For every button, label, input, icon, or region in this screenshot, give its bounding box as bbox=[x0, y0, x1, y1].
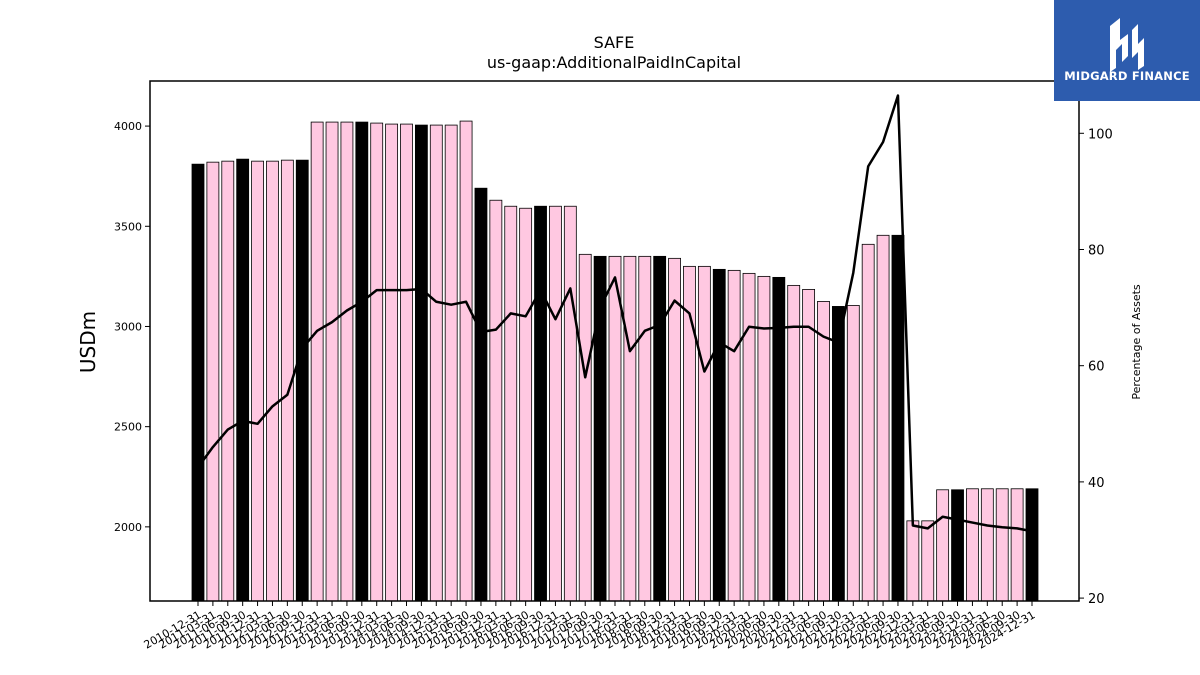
bar-2013-09-30 bbox=[355, 121, 369, 602]
bar-2017-12-31 bbox=[608, 255, 622, 602]
bar-2023-03-31 bbox=[921, 520, 935, 602]
bar-2018-06-30 bbox=[638, 255, 652, 602]
bar-2022-06-30 bbox=[876, 234, 890, 602]
bar-2019-09-30 bbox=[712, 268, 726, 602]
bar-2016-06-30 bbox=[519, 207, 533, 602]
bar-2011-03-31 bbox=[206, 161, 220, 602]
bar-2022-12-31 bbox=[906, 520, 920, 602]
logo-text: MIDGARD FINANCE bbox=[1064, 69, 1190, 83]
bar-2024-12-31 bbox=[1025, 488, 1039, 602]
logo-mark-icon bbox=[1110, 18, 1144, 72]
bar-2016-03-31 bbox=[504, 205, 518, 602]
bar-2021-06-30 bbox=[817, 301, 830, 602]
bar-2024-09-30 bbox=[1010, 488, 1024, 602]
bar-group bbox=[191, 120, 1039, 602]
bar-2020-06-30 bbox=[757, 275, 771, 602]
bar-2021-09-30 bbox=[831, 306, 845, 602]
bar-2015-12-31 bbox=[489, 199, 503, 602]
bar-2018-09-30 bbox=[653, 255, 667, 602]
y-right-tick-label: 80 bbox=[1088, 243, 1105, 258]
y-tick-label: 3000 bbox=[114, 320, 142, 333]
bar-2017-03-31 bbox=[563, 205, 577, 602]
bar-2023-12-31 bbox=[966, 488, 979, 602]
chart-title: SAFE bbox=[594, 33, 635, 52]
bar-2015-03-31 bbox=[444, 124, 458, 602]
bar-2024-03-31 bbox=[980, 488, 994, 602]
y-axis-right-label: Percentage of Assets bbox=[1130, 284, 1143, 400]
y-right-tick-label: 40 bbox=[1088, 476, 1105, 491]
y-right-tick-label: 20 bbox=[1088, 592, 1105, 607]
x-axis: 2010-12-312011-03-312011-06-302011-09-30… bbox=[142, 601, 1038, 652]
bar-2011-06-30 bbox=[221, 160, 235, 602]
bar-2022-09-30 bbox=[891, 234, 905, 602]
y-axis-right: 20 40 60 80 100 bbox=[1079, 127, 1113, 607]
y-tick-label: 4000 bbox=[114, 120, 142, 133]
bar-2016-12-31 bbox=[549, 205, 562, 602]
bar-2023-09-30 bbox=[951, 489, 964, 602]
bar-2019-12-31 bbox=[727, 269, 741, 602]
y-tick-label: 2500 bbox=[114, 421, 142, 434]
bar-2020-09-30 bbox=[772, 276, 786, 602]
bar-2014-12-31 bbox=[429, 124, 443, 602]
chart-subtitle: us-gaap:AdditionalPaidInCapital bbox=[487, 53, 741, 72]
bar-2013-12-31 bbox=[370, 122, 384, 602]
line-group bbox=[196, 94, 1033, 533]
bar-2020-12-31 bbox=[787, 284, 801, 602]
bar-2012-09-30 bbox=[295, 159, 309, 602]
y-tick-label: 3500 bbox=[114, 220, 142, 233]
y-right-tick-label: 100 bbox=[1088, 127, 1113, 142]
bar-2011-09-30 bbox=[236, 158, 250, 602]
bar-2015-06-30 bbox=[459, 120, 473, 602]
y-axis-left: 2000 2500 3000 3500 4000 bbox=[114, 120, 150, 534]
y-right-tick-label: 60 bbox=[1088, 360, 1105, 375]
bar-2013-03-31 bbox=[325, 121, 339, 602]
bar-2016-09-30 bbox=[534, 205, 547, 602]
brand-logo: MIDGARD FINANCE bbox=[1054, 0, 1200, 101]
bar-2019-06-30 bbox=[697, 265, 711, 602]
bar-2012-12-31 bbox=[310, 121, 324, 602]
bar-2014-09-30 bbox=[414, 124, 428, 602]
bar-2014-03-31 bbox=[385, 123, 399, 602]
bar-2021-03-31 bbox=[802, 288, 816, 602]
bar-2020-03-31 bbox=[742, 272, 756, 602]
bar-2015-09-30 bbox=[474, 187, 488, 602]
bar-2013-06-30 bbox=[340, 121, 354, 602]
bar-2010-12-31 bbox=[191, 163, 205, 602]
bar-2018-03-31 bbox=[623, 255, 637, 602]
bar-2023-06-30 bbox=[936, 489, 950, 602]
y-axis-label: USDm bbox=[76, 311, 100, 373]
bar-2022-03-31 bbox=[861, 243, 875, 602]
bar-2017-06-30 bbox=[578, 253, 592, 602]
bar-2012-03-31 bbox=[266, 160, 279, 602]
y-tick-label: 2000 bbox=[114, 521, 142, 534]
bar-2011-12-31 bbox=[251, 160, 264, 602]
bar-2014-06-30 bbox=[400, 123, 413, 602]
bar-2024-06-30 bbox=[995, 488, 1009, 602]
series-line bbox=[196, 94, 1033, 533]
bar-2021-12-31 bbox=[846, 305, 860, 602]
